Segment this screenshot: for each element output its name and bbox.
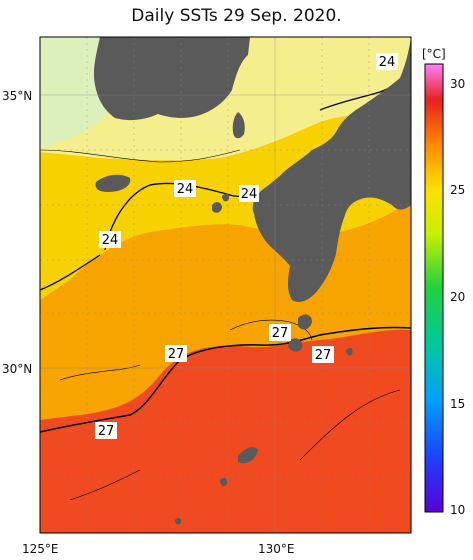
land-island [220,477,228,487]
lat-label-30: 30°N [2,362,32,376]
colorbar-tick-25: 25 [450,183,465,197]
colorbar-tick-20: 20 [450,290,465,304]
land-tanegashima [298,314,312,330]
land-jeju [95,174,131,192]
colorbar-tick-30: 30 [450,77,465,91]
colorbar: [°C] 30 25 20 15 10 [422,47,465,517]
land-tsushima [232,112,245,139]
contour-label-24-a: 24 [376,53,398,70]
contour-line [229,319,313,341]
contour-label-27-a: 27 [269,324,291,341]
svg-text:24: 24 [379,55,396,70]
land-shikoku [350,150,405,175]
svg-text:24: 24 [102,233,119,248]
colorbar-tick-10: 10 [450,503,465,517]
contour-line-24b [40,254,101,291]
map-area [40,37,411,533]
contour-labels: 24 24 24 24 27 27 27 27 [95,53,398,439]
svg-text:24: 24 [177,182,194,197]
axis-labels: 35°N 30°N 125°E 130°E [2,89,295,556]
map-title: Daily SSTs 29 Sep. 2020. [131,6,342,26]
land-amami [238,447,258,464]
contour-line [40,149,241,163]
contour-label-27-b: 27 [165,345,187,362]
contour-label-27-d: 27 [95,422,117,439]
contour-line [69,469,141,501]
land-island [175,517,182,525]
land-island [346,347,353,356]
contour-label-24-d: 24 [239,185,259,202]
contour-line [59,364,141,381]
land-korea [93,37,250,121]
colorbar-scale [424,63,444,513]
contour-label-24-c: 24 [99,231,121,248]
svg-text:27: 27 [272,326,289,341]
lon-label-125: 125°E [22,542,59,556]
svg-text:24: 24 [241,187,258,202]
svg-text:27: 27 [315,348,332,363]
contour-label-24-b: 24 [174,180,196,197]
land-japan [252,37,411,302]
land-yakushima [288,338,303,352]
svg-text:27: 27 [168,347,185,362]
land-goto [222,193,230,202]
colorbar-tick-15: 15 [450,397,465,411]
colorbar-ticks: 30 25 20 15 10 [450,77,465,517]
contour-line [299,389,401,461]
svg-text:27: 27 [98,424,115,439]
lon-label-130: 130°E [258,542,295,556]
map-frame [39,36,412,534]
lat-label-35: 35°N [2,89,32,103]
contour-label-27-c: 27 [312,346,334,363]
contour-line-27 [40,326,411,433]
colorbar-unit: [°C] [422,47,446,61]
